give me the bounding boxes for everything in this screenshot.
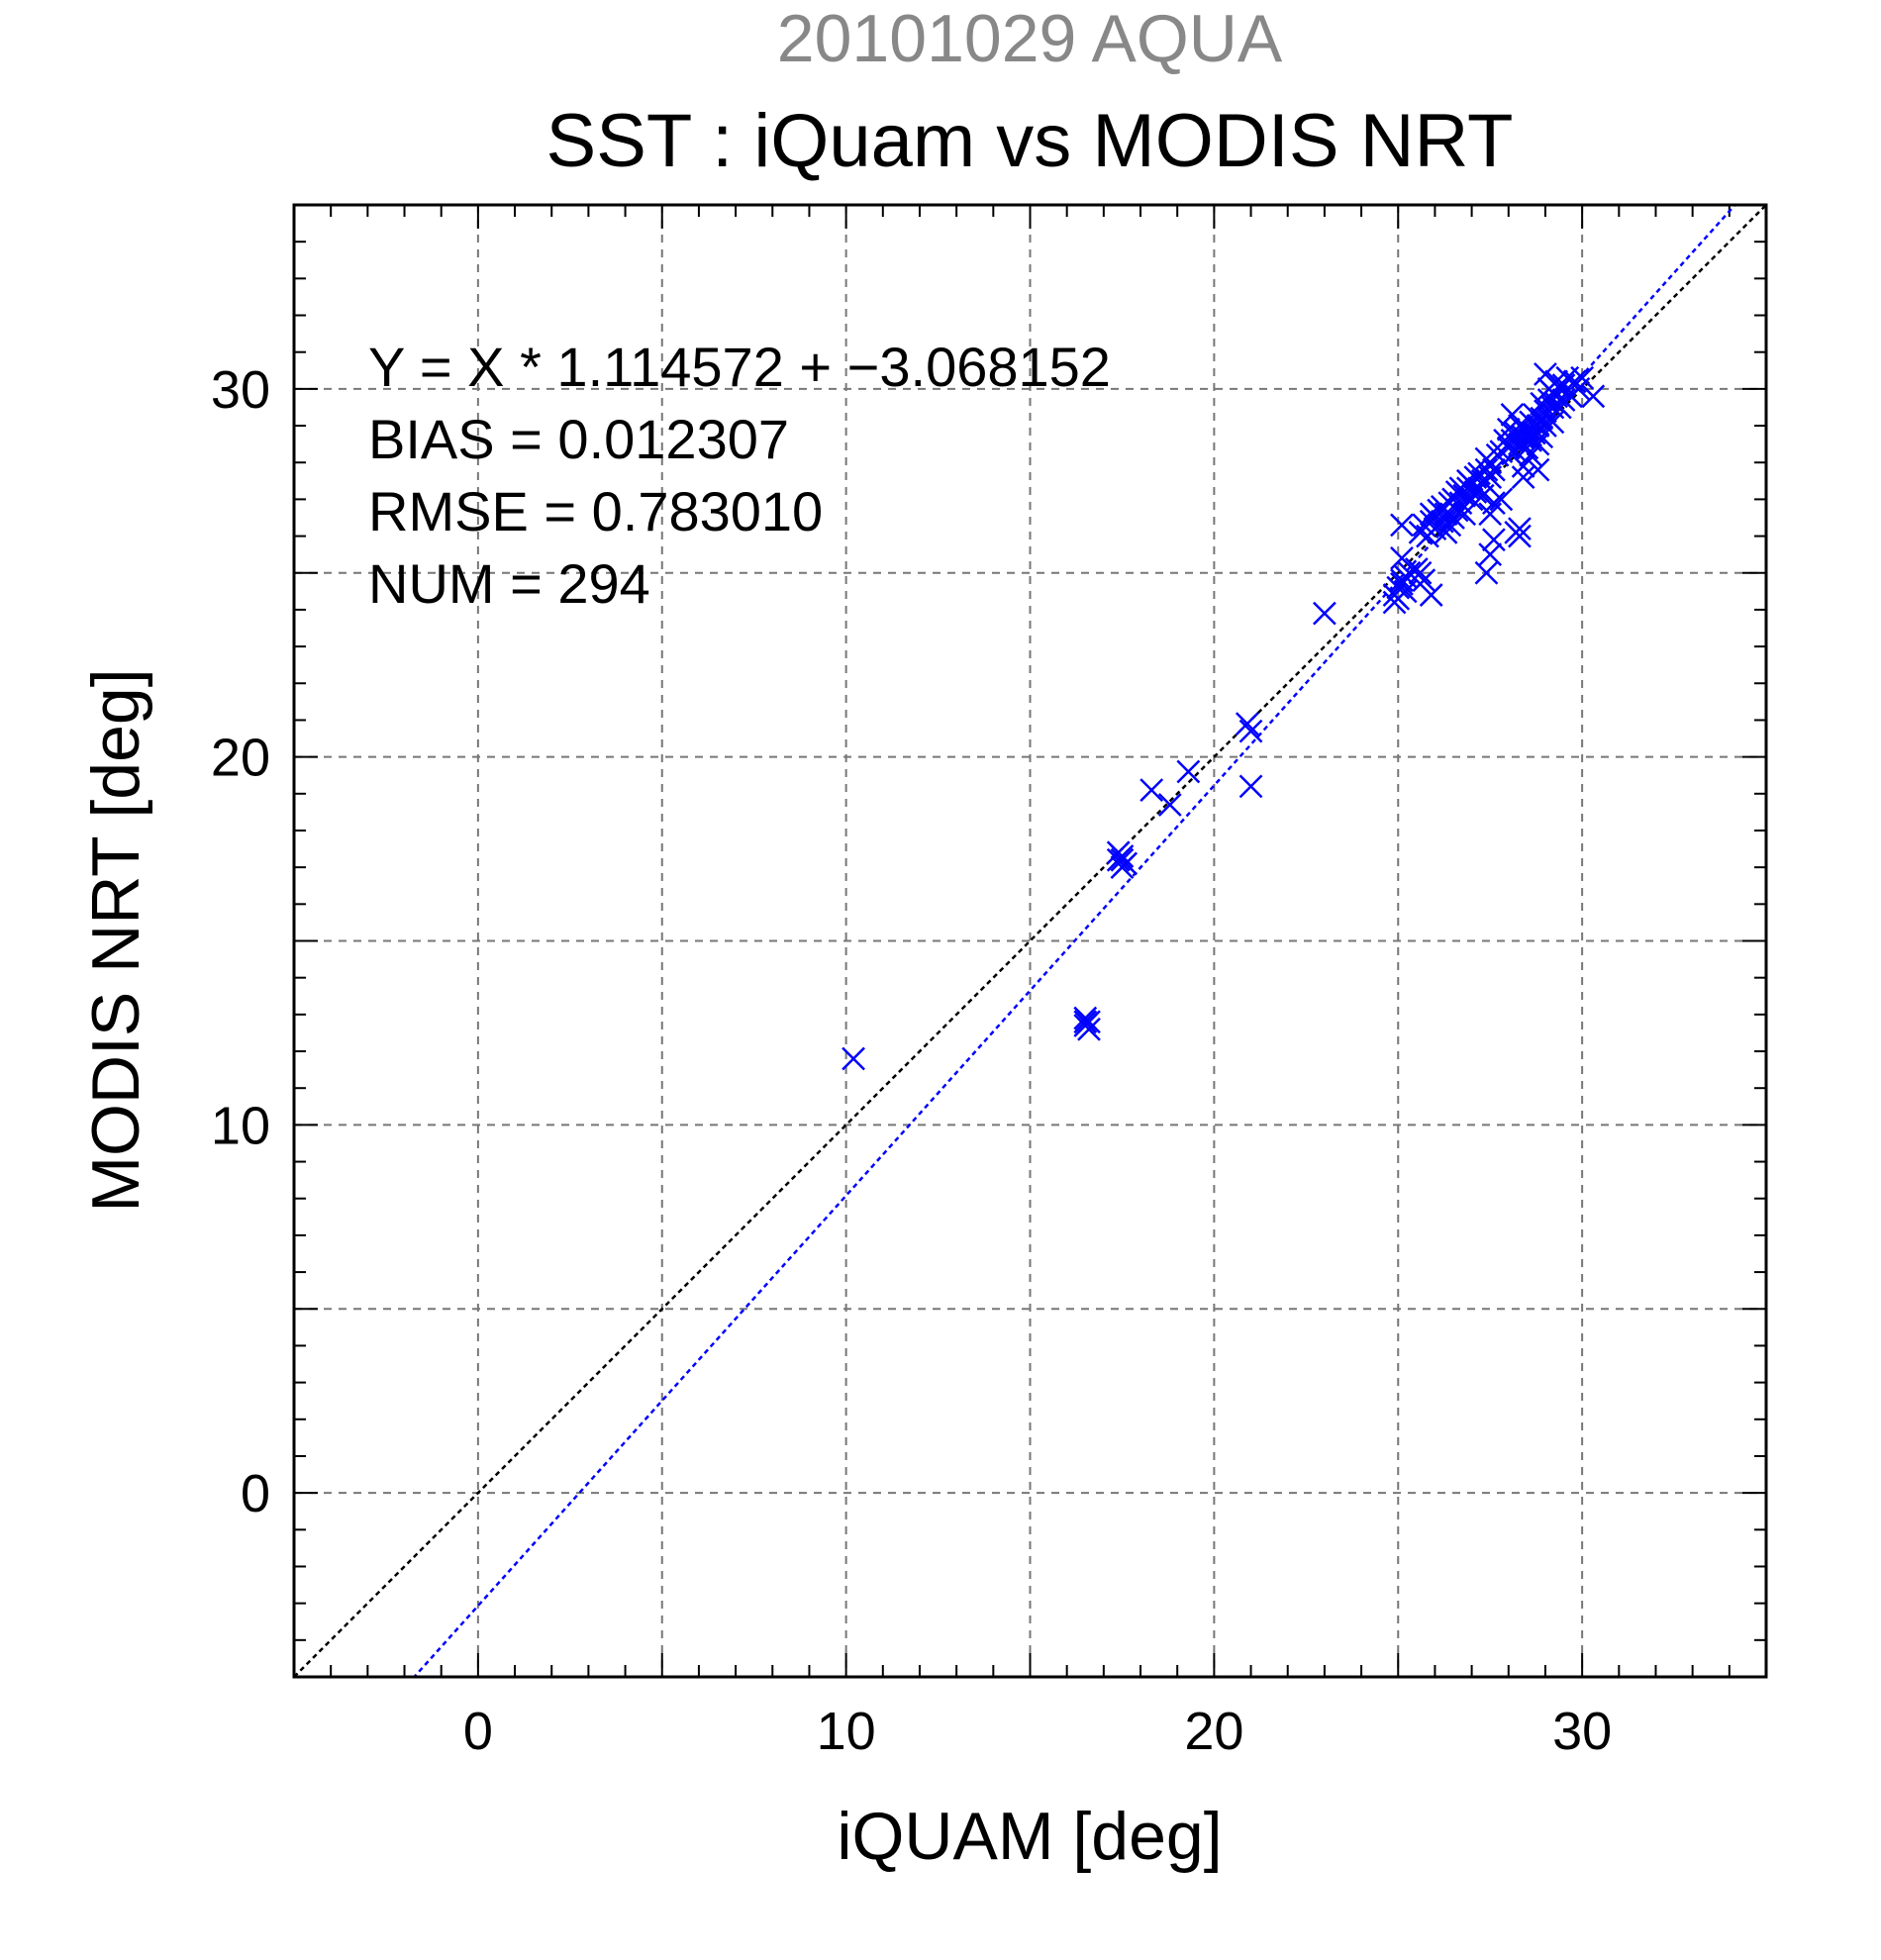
data-point [1508, 517, 1532, 541]
stats-line: Y = X * 1.114572 + −3.068152 [368, 336, 1111, 398]
grid-lines [294, 205, 1766, 1677]
data-point [1176, 759, 1201, 784]
stats-line: NUM = 294 [368, 552, 650, 615]
data-point [1238, 719, 1263, 743]
data-point [1474, 560, 1499, 585]
data-point [1519, 442, 1542, 467]
y-tick-label: 0 [241, 1464, 270, 1523]
data-point [1313, 601, 1336, 626]
data-point [1540, 410, 1565, 435]
data-point [1397, 560, 1422, 585]
data-point [1412, 568, 1436, 593]
y-axis-label: MODIS NRT [deg] [78, 668, 153, 1212]
data-point [1073, 1010, 1098, 1034]
data-point [1489, 487, 1514, 512]
data-point [1526, 432, 1550, 456]
data-point [1077, 1017, 1101, 1041]
plot-frame [292, 203, 1768, 1679]
data-point [1437, 513, 1462, 538]
data-point [1526, 457, 1550, 482]
y-tick-label: 10 [211, 1096, 270, 1155]
data-point [842, 1046, 865, 1071]
data-point [1562, 369, 1587, 394]
scatter-points [842, 362, 1606, 1071]
data-point [1390, 545, 1414, 570]
data-point [1390, 513, 1414, 538]
data-point [1114, 851, 1138, 876]
data-point [1511, 454, 1535, 478]
x-tick-label: 10 [817, 1702, 876, 1761]
data-point [1474, 457, 1499, 482]
stats-line: RMSE = 0.783010 [368, 480, 823, 542]
data-point [1482, 457, 1506, 482]
data-point [1551, 388, 1576, 412]
data-point [1235, 712, 1259, 736]
data-point [1570, 365, 1595, 390]
y-tick-label: 30 [211, 360, 270, 420]
data-point [1511, 465, 1535, 489]
stats-annotation: Y = X * 1.114572 + −3.068152 BIAS = 0.012… [368, 336, 1111, 615]
y-tick-label: 20 [211, 729, 270, 788]
data-point [1452, 502, 1477, 527]
stats-line: BIAS = 0.012307 [368, 408, 789, 470]
x-tick-label: 20 [1184, 1702, 1243, 1761]
data-point [1419, 583, 1443, 607]
chart-subtitle: 20101029 AQUA [777, 1, 1283, 76]
x-tick-label: 0 [463, 1702, 493, 1761]
chart-title: SST : iQuam vs MODIS NRT [546, 99, 1514, 183]
data-point [1106, 847, 1131, 872]
data-point [1408, 560, 1433, 585]
data-point [1581, 384, 1606, 409]
data-point [1478, 542, 1503, 567]
data-point [1139, 778, 1164, 802]
data-point [1444, 498, 1469, 523]
x-tick-label: 30 [1552, 1702, 1612, 1761]
data-point [1482, 528, 1506, 552]
data-point [1157, 793, 1182, 817]
data-point [1508, 524, 1532, 548]
y-tick-labels: 0 10 20 30 [211, 360, 270, 1523]
x-axis-label: iQUAM [deg] [837, 1799, 1222, 1874]
x-tick-labels: 0 10 20 30 [463, 1702, 1612, 1761]
data-point [1482, 491, 1506, 516]
data-point [1238, 774, 1263, 799]
data-point [1434, 520, 1458, 544]
